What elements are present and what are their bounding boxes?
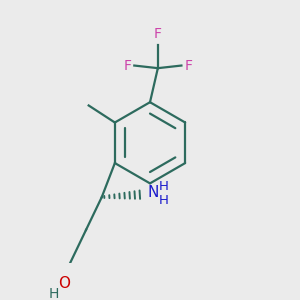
- Text: N: N: [148, 185, 159, 200]
- Text: H: H: [159, 194, 169, 207]
- Text: F: F: [123, 58, 131, 73]
- Text: F: F: [184, 58, 193, 73]
- Text: H: H: [48, 287, 58, 300]
- Text: O: O: [58, 276, 70, 291]
- Text: H: H: [159, 180, 169, 193]
- Text: F: F: [154, 28, 162, 41]
